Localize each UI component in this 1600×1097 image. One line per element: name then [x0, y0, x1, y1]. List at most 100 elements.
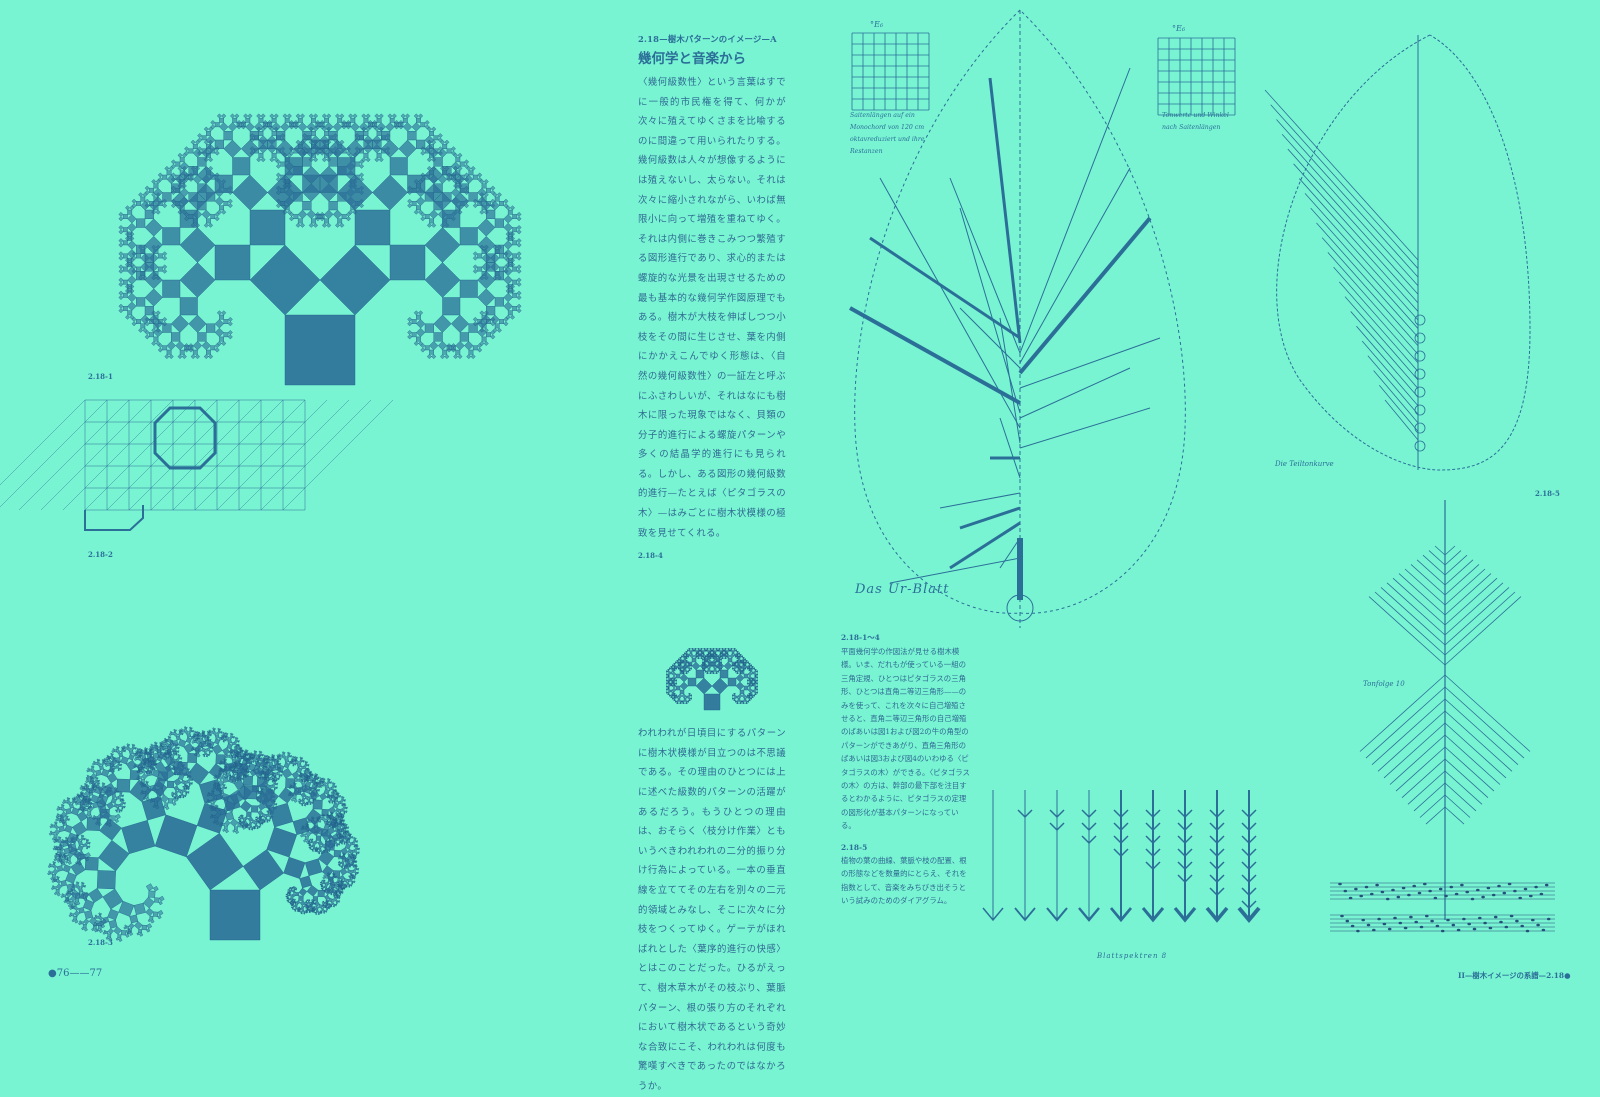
tree-square	[261, 158, 265, 162]
tree-square	[223, 777, 229, 783]
tree-square	[322, 816, 324, 818]
tree-square	[139, 933, 143, 937]
tree-square	[59, 807, 62, 810]
tree-square	[146, 929, 150, 933]
tree-square	[358, 868, 359, 869]
tree-square	[313, 114, 317, 118]
tree-square	[342, 214, 346, 218]
tree-square	[253, 762, 254, 763]
tree-square	[123, 795, 124, 796]
tree-square	[82, 884, 84, 886]
tree-square	[392, 114, 396, 118]
tree-square	[300, 835, 303, 838]
tree-square	[108, 763, 111, 766]
tree-square	[180, 350, 184, 354]
tree-square	[429, 144, 433, 148]
tree-square	[355, 874, 356, 875]
tree-square	[53, 869, 59, 875]
tree-square	[188, 788, 189, 789]
tree-square	[354, 878, 355, 879]
tree-square	[355, 867, 357, 869]
tree-square	[112, 750, 115, 753]
tree-square	[254, 827, 255, 828]
tree-square	[344, 885, 345, 886]
triangle-grid-figure-2	[85, 400, 315, 545]
tree-square	[291, 755, 292, 756]
tree-square	[504, 214, 513, 223]
tree-square	[71, 914, 74, 917]
tree-square	[136, 765, 139, 768]
tree-square	[269, 818, 270, 819]
tree-square	[517, 256, 521, 260]
tree-square	[161, 741, 163, 743]
tree-square	[478, 267, 482, 271]
tree-square	[209, 730, 211, 732]
tree-square	[335, 900, 337, 902]
tree-square	[237, 773, 241, 777]
tree-square	[354, 839, 356, 841]
tree-square	[508, 236, 512, 240]
tree-square	[339, 817, 340, 818]
tree-square	[153, 912, 158, 917]
tree-square	[65, 861, 68, 864]
tree-square	[238, 755, 239, 756]
tree-square	[325, 876, 328, 879]
tree-square	[115, 819, 119, 823]
tree-square	[225, 820, 231, 826]
tree-square	[200, 734, 203, 737]
tree-square	[323, 876, 326, 879]
tree-square	[236, 763, 239, 766]
tree-square	[154, 324, 158, 328]
tree-square	[119, 217, 123, 221]
tree-square	[421, 217, 425, 221]
tree-square	[256, 751, 257, 752]
tree-square	[91, 779, 95, 783]
tree-square	[320, 175, 338, 193]
tree-square	[414, 210, 418, 214]
tree-square	[191, 730, 192, 731]
tree-square	[359, 848, 360, 849]
tree-square	[108, 934, 112, 938]
tree-square	[177, 758, 180, 761]
tree-square	[203, 756, 204, 757]
tree-square	[139, 776, 142, 779]
tree-square	[231, 752, 232, 753]
tree-square	[364, 153, 368, 157]
tree-square	[343, 855, 345, 857]
tree-square	[184, 147, 188, 151]
tree-square	[353, 867, 354, 868]
tree-square	[191, 779, 192, 780]
tree-square	[319, 787, 320, 788]
tree-square	[321, 853, 322, 854]
tree-square	[54, 887, 57, 890]
tree-square	[92, 802, 98, 808]
tree-square	[167, 749, 171, 753]
tree-square	[50, 872, 53, 875]
tree-square	[336, 877, 337, 878]
tree-square	[121, 765, 122, 766]
tree-square	[105, 931, 108, 934]
tree-square	[497, 193, 501, 197]
tree-square	[202, 210, 211, 219]
tree-square	[308, 765, 309, 766]
tree-square	[281, 201, 285, 205]
tree-square	[302, 782, 306, 786]
tree-square	[233, 118, 237, 122]
tree-square	[259, 826, 260, 827]
tree-square	[154, 337, 158, 341]
tree-square	[236, 747, 237, 748]
tree-square	[314, 906, 315, 907]
tree-square	[347, 869, 351, 873]
tree-square	[336, 903, 337, 904]
tree-square	[294, 123, 298, 127]
tree-square	[425, 193, 434, 202]
tree-square	[443, 298, 461, 316]
tree-square	[377, 153, 381, 157]
tree-square	[259, 153, 263, 157]
tree-square	[339, 843, 340, 844]
tree-square	[119, 291, 123, 295]
tree-square	[460, 333, 469, 342]
tree-square	[473, 203, 477, 207]
tree-square	[403, 123, 412, 132]
tree-square	[214, 728, 215, 729]
